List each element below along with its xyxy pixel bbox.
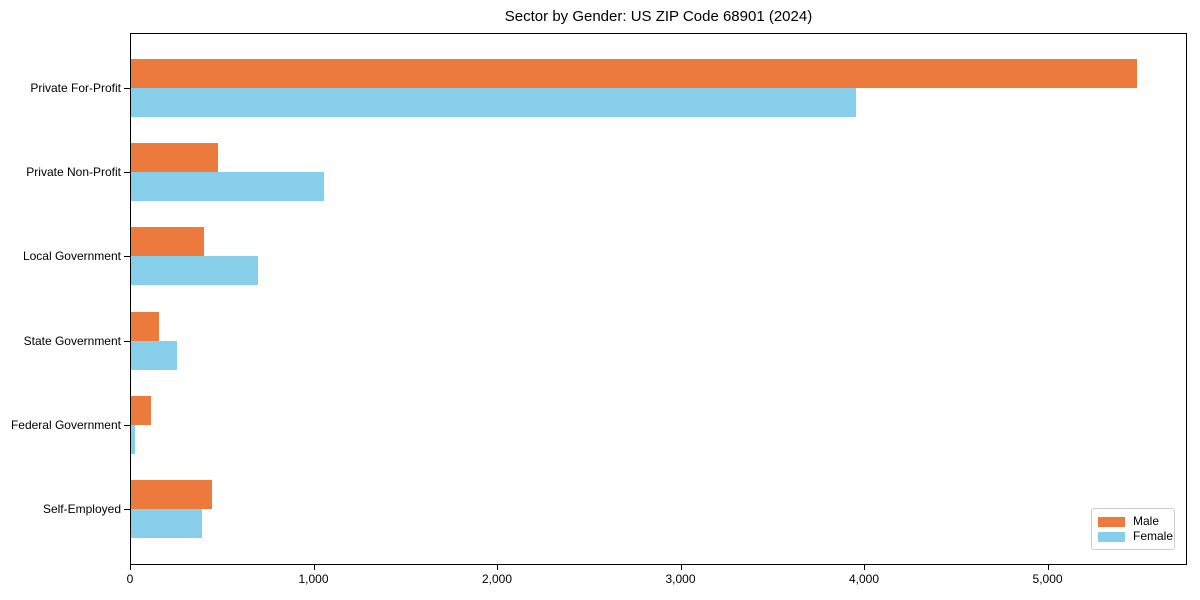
bar-female bbox=[131, 424, 135, 454]
legend-label: Male bbox=[1133, 514, 1160, 528]
x-axis-tick-label: 5,000 bbox=[1032, 572, 1063, 586]
y-axis-label: Self-Employed bbox=[42, 502, 121, 516]
x-axis-tick bbox=[130, 565, 131, 570]
legend-item-male: Male bbox=[1098, 514, 1168, 529]
bar-female bbox=[131, 509, 202, 538]
bar-male bbox=[131, 311, 159, 341]
y-axis-label: State Government bbox=[23, 333, 121, 348]
x-axis-tick-label: 3,000 bbox=[665, 572, 696, 586]
y-axis-label: Private Non-Profit bbox=[26, 165, 121, 180]
y-axis-tick bbox=[124, 341, 130, 342]
bar-male bbox=[131, 227, 205, 257]
y-axis-tick bbox=[124, 509, 130, 510]
legend-label: Female bbox=[1133, 529, 1174, 543]
x-axis-tick-label: 2,000 bbox=[481, 572, 513, 586]
bar-female bbox=[131, 340, 177, 370]
bar-female bbox=[131, 172, 324, 202]
legend-swatch-female bbox=[1098, 531, 1125, 542]
y-axis-tick bbox=[124, 256, 130, 257]
chart-title: Sector by Gender: US ZIP Code 68901 (202… bbox=[504, 8, 813, 25]
y-axis-label: Private For-Profit bbox=[30, 81, 121, 95]
y-axis-tick bbox=[124, 425, 130, 426]
legend-swatch-male bbox=[1098, 516, 1125, 527]
bar-male bbox=[131, 143, 219, 173]
bar-female bbox=[131, 88, 856, 117]
x-axis-tick-label: 1,000 bbox=[298, 572, 329, 586]
x-axis-tick bbox=[1047, 565, 1049, 570]
bar-male bbox=[131, 59, 1137, 88]
x-axis-tick bbox=[864, 565, 866, 570]
bar-male bbox=[131, 480, 212, 509]
x-axis-tick-label: 4,000 bbox=[849, 572, 880, 586]
plot-area bbox=[130, 33, 1187, 565]
y-axis-tick bbox=[124, 88, 130, 89]
y-axis-label: Local Government bbox=[22, 249, 121, 264]
bar-male bbox=[131, 395, 152, 425]
x-axis-tick bbox=[497, 565, 498, 570]
legend-item-female: Female bbox=[1098, 529, 1173, 544]
x-axis-tick bbox=[680, 565, 682, 570]
x-axis-tick bbox=[313, 565, 315, 570]
legend: Male Female bbox=[1091, 508, 1175, 550]
y-axis-label: Federal Government bbox=[10, 417, 121, 432]
x-axis-tick-label: 0 bbox=[126, 572, 134, 586]
y-axis-tick bbox=[124, 172, 130, 173]
bar-female bbox=[131, 256, 258, 286]
